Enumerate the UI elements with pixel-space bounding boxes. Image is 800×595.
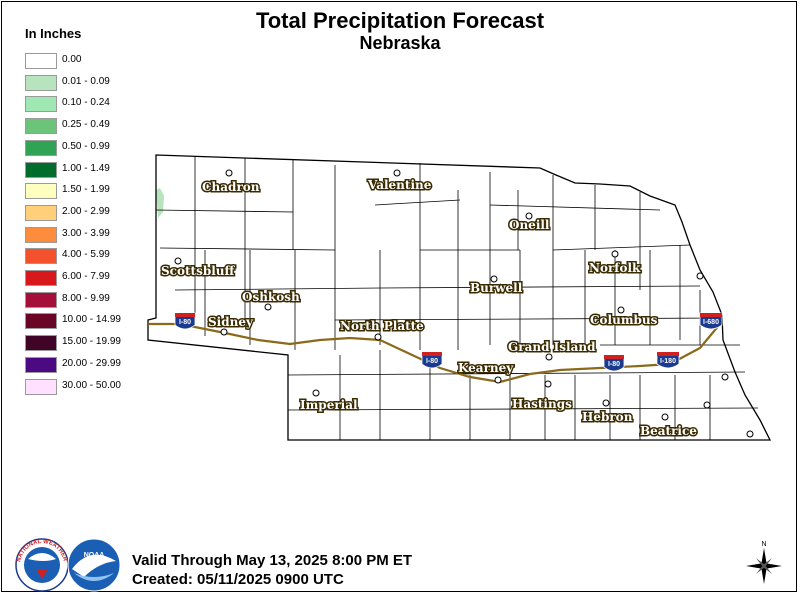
city-marker <box>374 333 382 341</box>
city-label-beatrice: Beatrice <box>640 424 697 438</box>
highway-shield-i80-east: I-80 <box>603 354 625 372</box>
legend-swatch <box>25 356 57 373</box>
legend-swatch <box>25 161 57 178</box>
city-marker <box>721 373 729 381</box>
city-marker <box>696 272 704 280</box>
city-label-hebron: Hebron <box>582 410 633 424</box>
legend-label: 20.00 - 29.99 <box>62 357 121 369</box>
city-label-hastings: Hastings <box>512 397 572 411</box>
legend-swatch <box>25 96 57 113</box>
highway-shield-i180: I-180 <box>656 351 680 369</box>
legend-title: In Inches <box>25 26 82 41</box>
legend-swatch <box>25 248 57 265</box>
city-marker <box>544 380 552 388</box>
city-label-sidney: Sidney <box>208 315 254 329</box>
city-marker <box>220 328 228 336</box>
legend-label: 0.25 - 0.49 <box>62 119 110 131</box>
city-label-north-platte: North Platte <box>340 319 424 333</box>
legend-label: 6.00 - 7.99 <box>62 271 110 282</box>
city-label-chadron: Chadron <box>202 180 260 194</box>
legend-swatch <box>25 291 57 308</box>
city-marker <box>617 306 625 314</box>
city-labels: Chadron Valentine Oneill Scottsbluff Nor… <box>160 177 699 440</box>
legend-label: 15.00 - 19.99 <box>62 336 121 348</box>
legend-swatch <box>25 139 57 156</box>
legend-label: 1.50 - 1.99 <box>62 184 110 196</box>
legend-swatch <box>25 74 57 91</box>
legend-label: 0.50 - 0.99 <box>62 140 110 152</box>
city-marker <box>545 353 553 361</box>
legend-swatch <box>25 313 57 330</box>
map-title: Total Precipitation Forecast <box>255 8 545 33</box>
legend-label: 8.00 - 9.99 <box>62 292 110 304</box>
legend-label: 1.00 - 1.49 <box>62 162 110 174</box>
legend-label: 30.00 - 50.00 <box>62 379 121 391</box>
city-label-grand-island: Grand Island <box>508 340 596 354</box>
legend-swatch <box>25 226 57 243</box>
legend-label: 3.00 - 3.99 <box>62 227 110 239</box>
legend-label: 10.00 - 14.99 <box>62 314 121 326</box>
city-marker <box>225 169 233 177</box>
city-label-valentine: Valentine <box>367 178 432 192</box>
city-marker <box>746 430 754 438</box>
city-marker <box>611 250 619 258</box>
city-label-imperial: Imperial <box>300 398 358 412</box>
created-text: Created: 05/11/2025 0900 UTC <box>132 571 344 588</box>
highway-label: I-80 <box>179 319 191 326</box>
city-label-norfolk: Norfolk <box>589 261 641 275</box>
map-subtitle: Nebraska <box>359 33 441 53</box>
legend-swatch <box>25 183 57 200</box>
city-marker <box>703 401 711 409</box>
city-marker <box>525 212 533 220</box>
city-label-oshkosh: Oshkosh <box>242 290 300 304</box>
city-marker <box>312 389 320 397</box>
valid-through-text: Valid Through May 13, 2025 8:00 PM ET <box>132 552 413 569</box>
precip-area-green <box>156 188 164 218</box>
city-label-columbus: Columbus <box>590 313 658 327</box>
county-lines <box>155 157 759 440</box>
city-marker <box>264 303 272 311</box>
nws-logo: NATIONAL WEATHER SERVICE <box>15 538 69 592</box>
legend-swatch <box>25 118 57 135</box>
city-markers <box>174 169 754 438</box>
state-outline <box>147 154 772 441</box>
highway-label: I-680 <box>703 319 719 326</box>
city-label-kearney: Kearney <box>458 361 514 375</box>
city-label-oneill: Oneill <box>509 218 550 232</box>
legend-label: 0.10 - 0.24 <box>62 97 110 109</box>
highway-label: I-180 <box>660 358 676 365</box>
highway-shield-i680: I-680 <box>699 312 723 330</box>
legend-swatch <box>25 204 57 221</box>
legend-label: 0.00 <box>62 54 82 65</box>
legend-swatch <box>25 270 57 286</box>
legend-label: 0.01 - 0.09 <box>62 75 110 87</box>
highway-shield-i80-west: I-80 <box>174 312 196 330</box>
highway-label: I-80 <box>426 358 438 365</box>
compass-rose-icon: N <box>746 541 782 584</box>
city-marker <box>174 257 182 265</box>
highway-label: I-80 <box>608 361 620 368</box>
legend-swatch <box>25 335 57 352</box>
legend-label: 4.00 - 5.99 <box>62 249 110 261</box>
city-marker <box>661 413 669 421</box>
city-marker <box>494 376 502 384</box>
compass-north-label: N <box>761 541 766 548</box>
city-marker <box>393 169 401 177</box>
legend-label: 2.00 - 2.99 <box>62 205 110 217</box>
city-label-burwell: Burwell <box>470 281 523 295</box>
legend-swatch <box>25 378 57 395</box>
legend-swatch <box>25 53 57 69</box>
city-label-scottsbluff: Scottsbluff <box>161 264 235 278</box>
noaa-logo-text: NOAA <box>84 552 105 559</box>
city-marker <box>602 399 610 407</box>
city-marker <box>490 275 498 283</box>
highway-shield-i80-central: I-80 <box>421 351 443 369</box>
noaa-logo: NOAA <box>67 538 121 592</box>
